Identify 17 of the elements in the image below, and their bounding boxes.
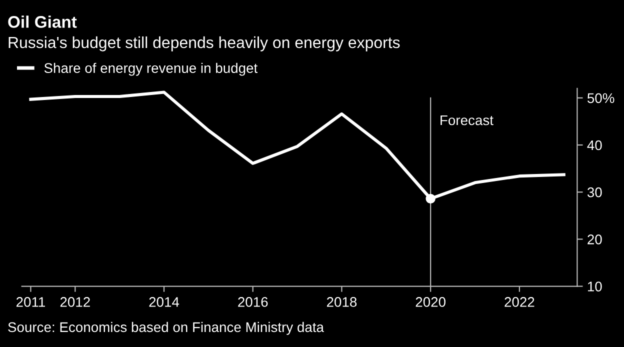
x-tick-label: 2012: [60, 297, 90, 307]
legend-label: Share of energy revenue in budget: [44, 62, 258, 76]
x-tick-label: 2022: [504, 297, 534, 307]
x-tick-label: 2018: [326, 297, 357, 307]
x-tick-label: 2014: [149, 297, 180, 307]
x-tick-label: 2016: [238, 297, 268, 307]
x-tick-label: 2020: [416, 297, 446, 307]
y-tick-label: 30: [587, 187, 602, 198]
ref-line-label: Forecast: [440, 115, 494, 126]
y-tick-label: 50%: [587, 93, 614, 104]
y-tick-label: 40: [587, 140, 602, 150]
chart-title: Oil Giant: [8, 16, 77, 28]
chart-subtitle: Russia's budget still depends heavily on energy exports: [8, 36, 400, 52]
y-tick-label: 10: [588, 282, 602, 292]
y-tick-label: 20: [588, 234, 602, 244]
source-note: Source: Economics based on Finance Ministry data: [8, 322, 324, 335]
x-tick-label: 2011: [16, 297, 45, 307]
